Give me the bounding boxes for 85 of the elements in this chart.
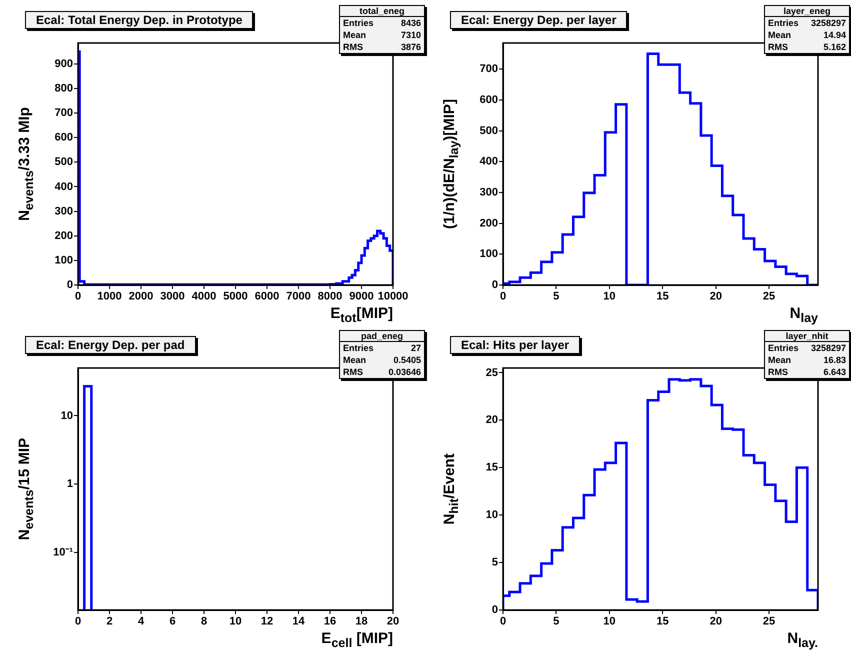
text: Entries 27 (343, 343, 421, 353)
text: Entries 3258297 (768, 18, 846, 28)
text: pad_eneg (340, 331, 424, 342)
text: Mean 16.83 (768, 355, 846, 365)
y-tick-label: 700 (480, 63, 498, 76)
chart-title: Ecal: Energy Dep. per layer (450, 11, 628, 29)
y-tick-label: 5 (492, 556, 498, 569)
x-tick-label: 8000 (318, 290, 342, 303)
y-tick-label: 700 (54, 107, 73, 120)
y-tick-label: 600 (54, 132, 73, 144)
x-tick-label: 0 (500, 616, 506, 628)
y-tick-label: 20 (486, 414, 498, 426)
x-tick-label: 9000 (349, 290, 374, 303)
text: Entries 3258297 (768, 343, 846, 353)
x-tick-label: 0 (500, 290, 506, 303)
x-axis-title: N$_{lay.}$ (787, 630, 818, 650)
x-tick-label: 20 (386, 616, 400, 628)
x-tick-label: 0 (74, 616, 82, 628)
x-tick-label: 14 (292, 616, 306, 628)
y-tick-label: 100 (480, 248, 498, 260)
y-tick-label: 300 (480, 186, 498, 199)
x-tick-label: 2 (106, 616, 113, 628)
text: layer_eneg (765, 6, 849, 17)
y-tick-label: 200 (54, 230, 73, 242)
y-tick-label: 400 (54, 180, 73, 193)
text: RMS 5.162 (768, 42, 846, 52)
x-tick-label: 16 (324, 616, 336, 628)
text: RMS 6.643 (768, 367, 846, 377)
x-tick-label: 6000 (254, 290, 280, 303)
text: RMS 0.03646 (343, 367, 421, 377)
y-tick-label: 900 (54, 58, 73, 70)
x-tick-label: 2000 (128, 290, 154, 303)
y-tick-label: 400 (480, 156, 498, 168)
x-tick-label: 7000 (286, 290, 311, 303)
x-tick-label: 5 (553, 616, 560, 628)
x-tick-label: 20 (710, 290, 722, 303)
chart-title: Ecal: Total Energy Dep. in Prototype (25, 11, 254, 29)
text: total_eneg (340, 6, 424, 17)
x-tick-label: 15 (656, 616, 669, 628)
y-tick-label: 800 (54, 82, 73, 94)
y-tick-label: 0 (66, 279, 73, 292)
y-tick-label: 10⁻¹ (53, 546, 74, 558)
x-tick-label: 6 (169, 616, 176, 628)
y-tick-label: 25 (486, 366, 498, 379)
x-tick-label: 10 (603, 290, 616, 303)
x-axis-title: E$_{tot}$[MIP] (330, 305, 393, 325)
y-tick-label: 600 (480, 94, 498, 106)
text: layer_nhit (765, 331, 849, 342)
text: Mean 0.5405 (343, 355, 421, 365)
text: Mean 14.94 (768, 30, 846, 40)
x-tick-label: 5 (553, 290, 560, 303)
x-tick-label: 5000 (223, 290, 248, 303)
x-tick-label: 0 (74, 290, 82, 303)
text: Entries 8436 (343, 18, 421, 28)
x-tick-label: 3000 (160, 290, 185, 303)
y-tick-label: 0 (492, 604, 498, 616)
x-tick-label: 8 (200, 616, 208, 628)
x-tick-label: 10 (229, 616, 242, 628)
chart-title: Ecal: Energy Dep. per pad (25, 336, 196, 354)
y-tick-label: 1 (66, 478, 73, 490)
x-tick-label: 15 (656, 290, 669, 303)
y-tick-label: 100 (54, 254, 73, 266)
y-tick-label: 500 (54, 156, 73, 168)
y-tick-label: 10 (486, 509, 498, 522)
x-tick-label: 12 (260, 616, 274, 628)
x-axis-title: E$_{cell}$ [MIP] (321, 630, 393, 650)
x-tick-label: 4000 (192, 290, 216, 303)
text: Mean 7310 (343, 30, 421, 40)
x-tick-label: 18 (355, 616, 368, 628)
x-tick-label: 10000 (378, 290, 408, 303)
y-tick-label: 500 (480, 124, 498, 137)
y-tick-label: 200 (480, 217, 498, 230)
y-tick-label: 0 (492, 279, 498, 292)
y-tick-label: 10 (60, 410, 73, 422)
x-tick-label: 20 (710, 616, 722, 628)
chart-title: Ecal: Hits per layer (450, 336, 580, 354)
text: RMS 3876 (343, 42, 421, 52)
y-tick-label: 300 (54, 205, 73, 218)
x-tick-label: 10 (603, 616, 616, 628)
x-tick-label: 1000 (97, 290, 122, 303)
x-axis-title: N$_{lay}$ (790, 305, 818, 325)
y-tick-label: 15 (486, 462, 498, 474)
x-tick-label: 4 (138, 616, 145, 628)
x-tick-label: 25 (762, 616, 776, 628)
x-tick-label: 25 (762, 290, 776, 303)
